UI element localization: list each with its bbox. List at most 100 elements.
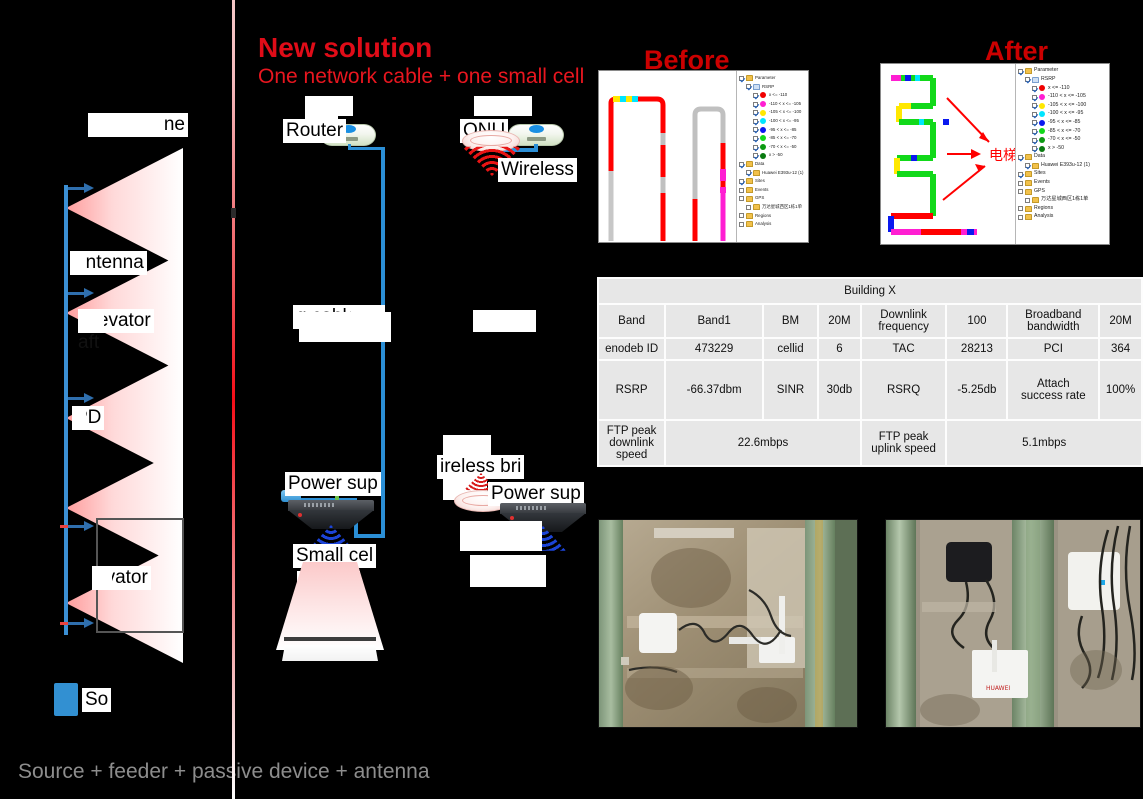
source-label: So xyxy=(82,688,112,712)
tree-node[interactable]: -110 < x <= -105 xyxy=(1018,93,1107,102)
tree-node[interactable]: Regions xyxy=(739,212,806,221)
tree-checkbox[interactable] xyxy=(739,75,744,81)
tree-node[interactable]: GPS xyxy=(739,194,806,203)
tree-checkbox[interactable] xyxy=(1032,120,1037,126)
tree-node[interactable]: RSRP xyxy=(1018,76,1107,85)
elevator-floor-line xyxy=(284,637,376,641)
after-layer-tree[interactable]: Parameter RSRP x <= -110 -110 < x <= -105 -1… xyxy=(1015,64,1109,244)
tree-node-label: Data xyxy=(755,161,765,167)
tree-node[interactable]: Regions xyxy=(1018,205,1107,214)
tree-checkbox[interactable] xyxy=(739,196,744,202)
tree-checkbox[interactable] xyxy=(1018,171,1023,177)
tree-node[interactable]: RSRP xyxy=(739,83,806,92)
tree-node[interactable]: Data xyxy=(739,160,806,169)
tree-checkbox[interactable] xyxy=(739,161,744,167)
tree-node[interactable]: 万达星城西区1栋1单 xyxy=(739,203,806,212)
tree-checkbox[interactable] xyxy=(753,127,758,133)
tree-node[interactable]: Data xyxy=(1018,153,1107,162)
tree-checkbox[interactable] xyxy=(1032,103,1037,109)
tree-checkbox[interactable] xyxy=(1018,214,1023,220)
antenna-cone xyxy=(66,148,183,268)
tree-checkbox[interactable] xyxy=(753,110,758,116)
tree-node[interactable]: -70 < x <= -50 xyxy=(1018,136,1107,145)
tree-checkbox[interactable] xyxy=(753,101,758,107)
tree-node[interactable]: -85 < x <= -70 xyxy=(1018,127,1107,136)
tree-checkbox[interactable] xyxy=(1032,85,1037,91)
tree-checkbox[interactable] xyxy=(1018,180,1023,186)
tree-checkbox[interactable] xyxy=(1032,94,1037,100)
redaction-box xyxy=(74,406,86,428)
legend-color-dot xyxy=(1039,94,1045,101)
tree-checkbox[interactable] xyxy=(1032,128,1037,134)
table-cell: 100% xyxy=(1098,359,1143,421)
after-title: After xyxy=(985,36,1049,66)
tree-node[interactable]: x <= -110 xyxy=(739,91,806,100)
network-cable xyxy=(381,147,385,537)
tree-checkbox[interactable] xyxy=(746,84,751,90)
tree-checkbox[interactable] xyxy=(739,213,744,219)
tree-node-label: -110 < x <= -105 xyxy=(1048,93,1086,100)
tree-checkbox[interactable] xyxy=(1025,163,1030,169)
tree-node[interactable]: x <= -110 xyxy=(1018,84,1107,93)
tree-checkbox[interactable] xyxy=(1018,154,1023,160)
tree-checkbox[interactable] xyxy=(753,144,758,150)
tree-node[interactable]: x > -50 xyxy=(739,151,806,160)
tree-node[interactable]: 万达星城西区1栋1单 xyxy=(1018,196,1107,205)
tree-node[interactable]: Sites xyxy=(739,177,806,186)
tree-checkbox[interactable] xyxy=(1032,111,1037,117)
splitter-tick xyxy=(60,622,69,625)
tree-node-label: Parameter xyxy=(1034,67,1059,74)
tree-checkbox[interactable] xyxy=(753,118,758,124)
tree-node[interactable]: Events xyxy=(739,186,806,195)
tree-node[interactable]: -85 < x <= -70 xyxy=(739,134,806,143)
tree-node[interactable]: Analysis xyxy=(1018,213,1107,222)
tree-node[interactable]: Parameter xyxy=(1018,67,1107,76)
tree-checkbox[interactable] xyxy=(746,204,751,210)
tree-checkbox[interactable] xyxy=(753,153,758,159)
tree-checkbox[interactable] xyxy=(739,187,744,193)
tree-checkbox[interactable] xyxy=(1018,189,1023,195)
tree-node[interactable]: -100 < x <= -95 xyxy=(1018,110,1107,119)
tree-node[interactable]: Huawei E393u-12 (1) xyxy=(1018,162,1107,171)
tree-node[interactable]: -70 < x <= -50 xyxy=(739,143,806,152)
feed-arrow-head xyxy=(84,521,94,531)
before-installation-photo xyxy=(598,519,858,728)
tree-checkbox[interactable] xyxy=(1025,197,1030,203)
before-layer-tree[interactable]: Parameter RSRP x <= -110 -110 < x <= -105 -1… xyxy=(736,71,808,242)
tree-checkbox[interactable] xyxy=(753,92,758,98)
tree-checkbox[interactable] xyxy=(1025,77,1030,83)
wireless-label: Wireless xyxy=(498,158,577,182)
tree-node[interactable]: GPS xyxy=(1018,187,1107,196)
tree-node[interactable]: -110 < x <= -105 xyxy=(739,100,806,109)
tree-checkbox[interactable] xyxy=(753,135,758,141)
tree-node[interactable]: x > -50 xyxy=(1018,144,1107,153)
tree-checkbox[interactable] xyxy=(1018,206,1023,212)
tree-node[interactable]: -105 < x <= -100 xyxy=(1018,101,1107,110)
tree-checkbox[interactable] xyxy=(746,170,751,176)
table-cell: PCI xyxy=(1006,337,1101,361)
table-cell: TAC xyxy=(859,337,948,361)
tree-node[interactable]: Analysis xyxy=(739,220,806,229)
legend-color-dot xyxy=(760,126,766,133)
tree-checkbox[interactable] xyxy=(739,221,744,227)
tree-node-label: x <= -110 xyxy=(1048,84,1070,91)
tree-node[interactable]: -105 < x <= -100 xyxy=(739,108,806,117)
table-cell: Downlink frequency xyxy=(859,303,948,339)
tree-node[interactable]: -95 < x <= -85 xyxy=(739,126,806,135)
tree-node[interactable]: Sites xyxy=(1018,170,1107,179)
tree-node[interactable]: -100 < x <= -95 xyxy=(739,117,806,126)
folder-icon xyxy=(1025,180,1032,187)
folder-icon xyxy=(1032,197,1039,204)
redaction-box xyxy=(443,435,491,457)
tree-node[interactable]: -95 < x <= -85 xyxy=(1018,119,1107,128)
legend-color-dot xyxy=(760,109,766,116)
tree-checkbox[interactable] xyxy=(1032,137,1037,143)
tree-checkbox[interactable] xyxy=(739,178,744,184)
tree-checkbox[interactable] xyxy=(1032,146,1037,152)
tree-node[interactable]: Huawei E393u-12 (1) xyxy=(739,169,806,178)
tree-node[interactable]: Parameter xyxy=(739,74,806,83)
elevator-shaft-label-line2: aft xyxy=(78,332,100,353)
tree-node[interactable]: Events xyxy=(1018,179,1107,188)
tree-node-label: -95 < x <= -85 xyxy=(1048,118,1081,125)
tree-checkbox[interactable] xyxy=(1018,68,1023,74)
